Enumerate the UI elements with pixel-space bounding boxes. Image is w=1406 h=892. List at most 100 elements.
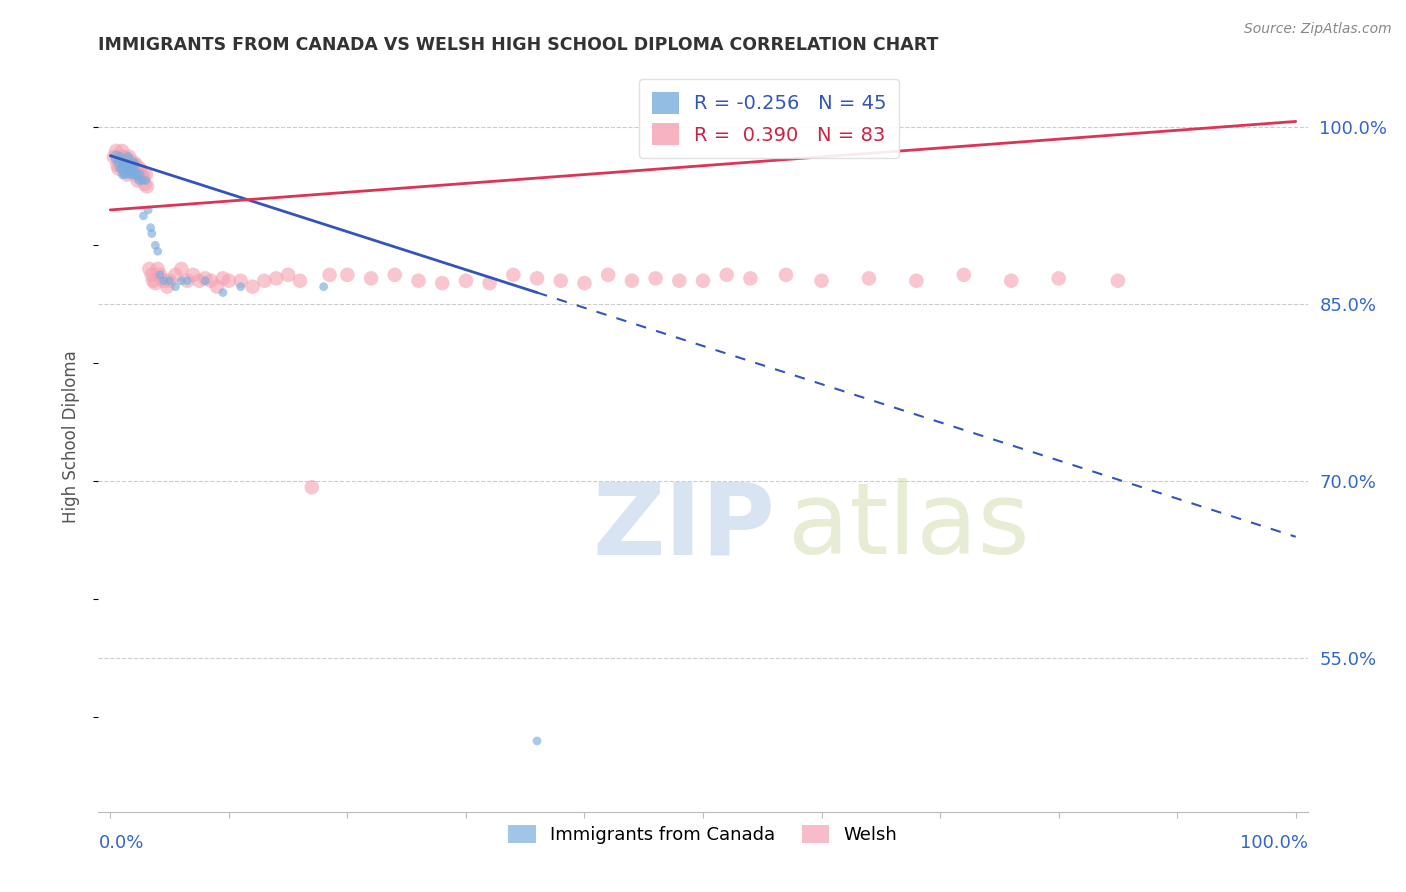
Point [107, 155, 129, 169]
Point [858, 271, 880, 285]
Point [117, 158, 139, 172]
Point [165, 279, 187, 293]
Text: 0.0%: 0.0% [98, 834, 143, 852]
Point [118, 150, 141, 164]
Point [336, 268, 359, 282]
Point [124, 158, 146, 172]
Point [454, 274, 477, 288]
Point [122, 168, 145, 182]
Point [136, 202, 159, 217]
Point [105, 144, 128, 158]
Point [692, 274, 714, 288]
Point [105, 158, 128, 172]
Point [1107, 274, 1129, 288]
Point [952, 268, 974, 282]
Point [188, 274, 211, 288]
Point [107, 161, 129, 176]
Point [121, 168, 143, 182]
Point [312, 279, 335, 293]
Point [105, 150, 128, 164]
Point [598, 268, 620, 282]
Point [117, 161, 139, 176]
Point [115, 168, 138, 182]
Point [200, 274, 222, 288]
Point [156, 279, 179, 293]
Point [775, 268, 797, 282]
Point [408, 274, 430, 288]
Point [384, 268, 406, 282]
Text: ZIP: ZIP [593, 478, 776, 575]
Point [194, 271, 217, 285]
Point [111, 158, 134, 172]
Point [136, 179, 159, 194]
Point [212, 285, 235, 300]
Point [170, 274, 193, 288]
Point [159, 274, 181, 288]
Point [264, 271, 287, 285]
Point [128, 168, 150, 182]
Point [120, 155, 142, 169]
Point [128, 173, 150, 187]
Point [668, 274, 690, 288]
Point [121, 161, 143, 176]
Point [127, 169, 149, 184]
Text: atlas: atlas [787, 478, 1029, 575]
Point [111, 144, 134, 158]
Point [117, 153, 139, 168]
Y-axis label: High School Diploma: High School Diploma [62, 351, 80, 524]
Point [143, 276, 166, 290]
Point [110, 150, 132, 164]
Point [122, 155, 145, 169]
Point [212, 271, 235, 285]
Point [142, 274, 165, 288]
Point [132, 209, 155, 223]
Point [121, 168, 143, 182]
Point [644, 271, 666, 285]
Point [121, 158, 143, 172]
Point [176, 274, 198, 288]
Point [121, 161, 143, 176]
Point [1047, 271, 1070, 285]
Point [181, 268, 204, 282]
Text: IMMIGRANTS FROM CANADA VS WELSH HIGH SCHOOL DIPLOMA CORRELATION CHART: IMMIGRANTS FROM CANADA VS WELSH HIGH SCH… [98, 36, 939, 54]
Point [905, 274, 928, 288]
Point [229, 274, 252, 288]
Point [122, 164, 145, 178]
Point [134, 177, 156, 191]
Point [135, 168, 157, 182]
Point [165, 268, 187, 282]
Point [114, 168, 136, 182]
Point [115, 168, 138, 182]
Point [129, 168, 152, 182]
Point [218, 274, 240, 288]
Point [152, 274, 174, 288]
Point [143, 238, 166, 252]
Point [146, 244, 169, 259]
Point [146, 261, 169, 276]
Point [141, 227, 163, 241]
Point [103, 150, 125, 164]
Point [253, 274, 276, 288]
Point [114, 155, 136, 169]
Point [124, 161, 146, 176]
Point [716, 268, 738, 282]
Point [574, 276, 596, 290]
Point [139, 220, 162, 235]
Point [242, 279, 264, 293]
Point [125, 165, 148, 179]
Point [301, 480, 323, 494]
Point [132, 169, 155, 184]
Point [152, 274, 174, 288]
Point [141, 268, 163, 282]
Point [129, 168, 152, 182]
Point [170, 261, 193, 276]
Point [810, 274, 832, 288]
Point [112, 150, 135, 164]
Point [229, 279, 252, 293]
Point [194, 274, 217, 288]
Text: Source: ZipAtlas.com: Source: ZipAtlas.com [1244, 22, 1392, 37]
Point [478, 276, 501, 290]
Point [176, 274, 198, 288]
Point [740, 271, 762, 285]
Point [277, 268, 299, 282]
